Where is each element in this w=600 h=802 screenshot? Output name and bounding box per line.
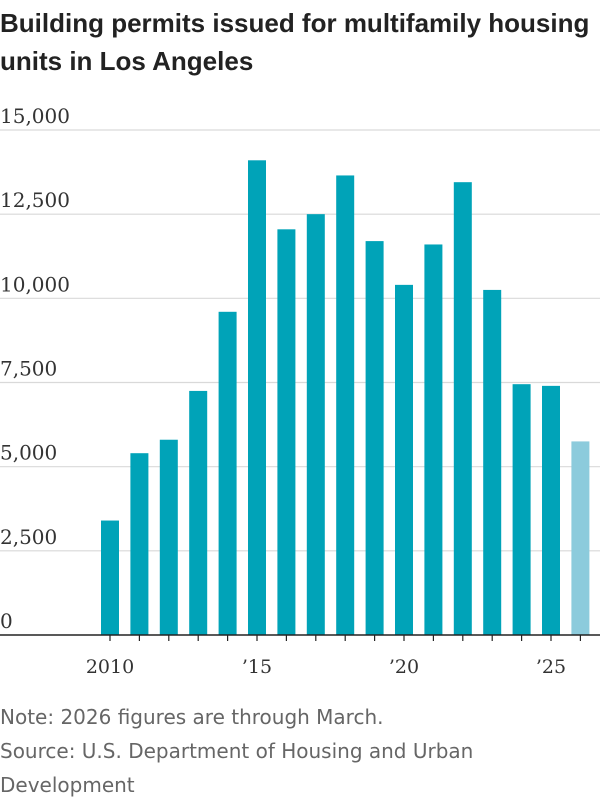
bar-chart: 0 2,500 5,000 7,500 10,000 12,500 15,000 2010 ’1… (0, 104, 600, 678)
bar-2010 (101, 520, 119, 635)
bar-2026 (571, 441, 590, 635)
x-tick-label: ’15 (242, 656, 272, 678)
bar-2017 (306, 214, 325, 635)
bar-2020 (395, 284, 413, 635)
bar-2019 (365, 241, 384, 635)
bar-2021 (424, 244, 443, 635)
x-tick-label: ’25 (536, 656, 566, 678)
chart-title: Building permits issued for multifamily … (0, 8, 590, 76)
bar-2024 (512, 384, 531, 635)
chart-footer: Note: 2026 figures are through March. So… (0, 700, 595, 802)
y-tick-label: 12,500 (0, 188, 70, 212)
axes: 0 2,500 5,000 7,500 10,000 12,500 15,000 2010 ’1… (0, 104, 600, 678)
bar-2015 (248, 160, 266, 636)
y-tick-label: 10,000 (0, 272, 70, 296)
bars (101, 160, 590, 636)
y-tick-label: 0 (0, 609, 13, 633)
bar-2012 (159, 439, 178, 635)
y-tick-label: 5,000 (0, 441, 57, 465)
source-note: Source: U.S. Department of Housing and U… (0, 739, 474, 797)
bar-2013 (189, 390, 208, 635)
y-tick-label: 2,500 (0, 525, 57, 549)
bar-2011 (130, 453, 149, 635)
x-tick-label: ’20 (389, 656, 419, 678)
bar-2016 (277, 229, 296, 636)
footnote: Note: 2026 figures are through March. (0, 705, 384, 729)
x-tick-label: 2010 (86, 656, 134, 678)
bar-2018 (336, 175, 355, 635)
y-tick-label: 7,500 (0, 357, 57, 381)
bar-2014 (218, 311, 237, 635)
bar-2023 (483, 289, 502, 635)
gridlines (0, 129, 600, 552)
y-tick-label: 15,000 (0, 104, 70, 128)
bar-2022 (453, 182, 472, 635)
bar-2025 (542, 385, 560, 635)
